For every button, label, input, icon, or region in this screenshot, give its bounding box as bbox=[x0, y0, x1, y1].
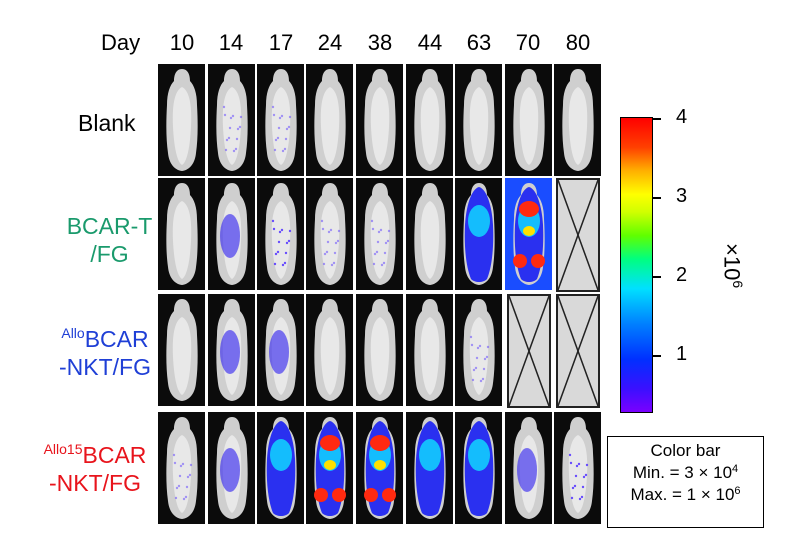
row-label-bcar-t: BCAR-T /FG bbox=[42, 213, 177, 268]
row-label-line2: /FG bbox=[90, 240, 129, 267]
row-label-text: BCAR bbox=[84, 326, 149, 352]
unavailable-image-placeholder bbox=[507, 294, 551, 408]
mouse-image bbox=[257, 178, 304, 290]
color-scale-tick bbox=[653, 276, 661, 278]
color-bar-max: Max. = 1 × 106 bbox=[608, 484, 763, 506]
color-scale-unit-exponent: 6 bbox=[730, 280, 746, 289]
day-label: 80 bbox=[565, 30, 591, 55]
day-label: 17 bbox=[268, 30, 294, 55]
mouse-image bbox=[455, 64, 502, 176]
mouse-image bbox=[208, 64, 255, 176]
mouse-image bbox=[356, 178, 403, 290]
day-label: 24 bbox=[317, 30, 343, 55]
row-label-blank: Blank bbox=[72, 110, 213, 138]
mouse-image bbox=[306, 178, 353, 290]
mouse-image bbox=[158, 178, 205, 290]
mouse-image bbox=[257, 294, 304, 406]
mouse-image bbox=[554, 64, 601, 176]
color-scale-tick-label: 3 bbox=[676, 185, 688, 207]
day-axis-label: Day bbox=[101, 30, 141, 55]
day-label: 14 bbox=[218, 30, 244, 55]
mouse-image bbox=[455, 294, 502, 406]
mouse-image bbox=[505, 178, 552, 290]
mouse-image bbox=[505, 412, 552, 524]
row-label-line2: -NKT/FG bbox=[59, 353, 151, 380]
mouse-image bbox=[505, 64, 552, 176]
day-label: 10 bbox=[169, 30, 195, 55]
color-scale-tick bbox=[653, 197, 661, 199]
mouse-image bbox=[455, 412, 502, 524]
mouse-image bbox=[208, 294, 255, 406]
color-scale-tick bbox=[653, 118, 661, 120]
mouse-image bbox=[356, 294, 403, 406]
row-label-text: Blank bbox=[78, 110, 136, 136]
color-scale-tick-label: 4 bbox=[676, 106, 688, 128]
unavailable-image-placeholder bbox=[556, 294, 600, 408]
mouse-image bbox=[257, 64, 304, 176]
color-scale-tick-label: 1 bbox=[676, 343, 688, 365]
mouse-image bbox=[158, 64, 205, 176]
color-scale-unit-base: ×10 bbox=[719, 243, 745, 281]
mouse-image bbox=[208, 178, 255, 290]
day-label: 44 bbox=[417, 30, 443, 55]
color-bar-range-box: Color bar Min. = 3 × 104 Max. = 1 × 106 bbox=[607, 436, 764, 528]
row-label-allo-bcar-nkt: AlloBCAR -NKT/FG bbox=[35, 325, 175, 381]
color-scale-unit: ×106 bbox=[719, 243, 746, 288]
row-label-superscript: Allo bbox=[61, 325, 85, 341]
color-scale-tick bbox=[653, 355, 661, 357]
day-label: 63 bbox=[466, 30, 492, 55]
mouse-image bbox=[356, 412, 403, 524]
mouse-image bbox=[306, 64, 353, 176]
color-bar-max-exponent: 6 bbox=[734, 484, 741, 497]
mouse-image bbox=[455, 178, 502, 290]
mouse-image bbox=[554, 412, 601, 524]
row-label-text: BCAR bbox=[82, 442, 147, 468]
color-bar-min-exponent: 4 bbox=[732, 462, 739, 475]
row-label-text: BCAR-T bbox=[66, 213, 153, 239]
mouse-image bbox=[406, 294, 453, 406]
color-scale-bar bbox=[620, 117, 653, 413]
color-bar-min-text: Min. = 3 × 10 bbox=[632, 462, 733, 482]
unavailable-image-placeholder bbox=[556, 178, 600, 292]
color-bar-range-title: Color bar bbox=[650, 441, 721, 460]
mouse-image bbox=[306, 412, 353, 524]
mouse-image bbox=[406, 178, 453, 290]
mouse-image bbox=[406, 64, 453, 176]
mouse-image bbox=[158, 412, 205, 524]
mouse-image bbox=[356, 64, 403, 176]
row-label-superscript: Allo15 bbox=[43, 441, 83, 457]
mouse-image bbox=[158, 294, 205, 406]
color-bar-min: Min. = 3 × 104 bbox=[608, 462, 763, 484]
day-label: 38 bbox=[367, 30, 393, 55]
color-scale-tick-label: 2 bbox=[676, 264, 688, 286]
row-label-allo15-bcar-nkt: Allo15BCAR -NKT/FG bbox=[20, 441, 170, 497]
mouse-image bbox=[306, 294, 353, 406]
mouse-image bbox=[406, 412, 453, 524]
mouse-image bbox=[208, 412, 255, 524]
row-label-line2: -NKT/FG bbox=[49, 469, 141, 496]
day-label: 70 bbox=[515, 30, 541, 55]
color-bar-max-text: Max. = 1 × 10 bbox=[630, 484, 735, 504]
mouse-image bbox=[257, 412, 304, 524]
